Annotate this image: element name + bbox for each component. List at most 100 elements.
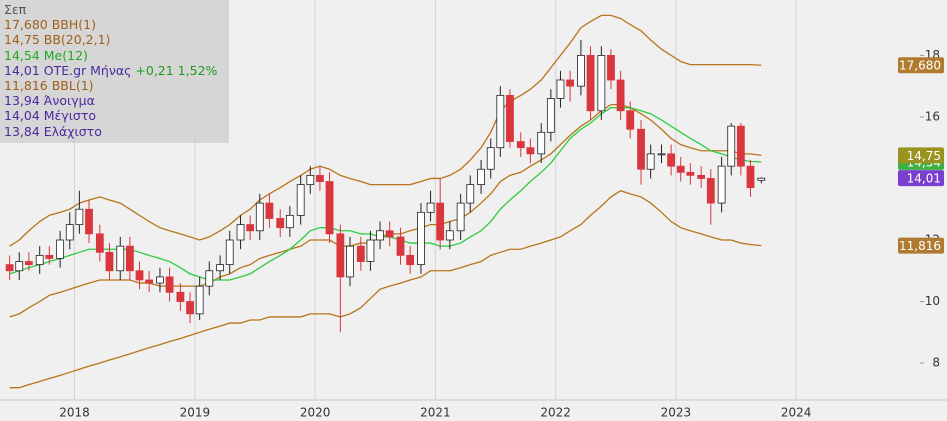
- candle-body: [356, 245, 365, 262]
- candle-body: [417, 211, 425, 266]
- candle-body: [176, 291, 185, 302]
- x-tick-label: 2018: [59, 406, 90, 420]
- candle-body: [686, 171, 695, 176]
- legend-entry: 14,54 Me(12): [4, 48, 229, 63]
- candle-body: [385, 230, 394, 238]
- candle-body: [346, 245, 354, 278]
- candle-body: [736, 125, 745, 167]
- candle-body: [276, 218, 285, 229]
- legend-text: 14,04 Μέγιστο: [4, 108, 97, 124]
- candle-body: [15, 261, 24, 272]
- price-tag-label: 17,680: [899, 59, 941, 73]
- candle-body: [56, 239, 65, 259]
- legend-entry: 14,75 BB(20,2,1): [4, 32, 229, 47]
- legend-text: 13,94 Άνοιγμα: [4, 93, 95, 109]
- candle-body: [566, 79, 574, 87]
- candle-body: [456, 202, 465, 232]
- candle-body: [496, 94, 505, 149]
- legend-text: 11,816 BBL(1): [4, 78, 94, 94]
- candle-body: [35, 254, 44, 266]
- candle-body: [657, 153, 666, 156]
- candle-body: [65, 224, 74, 241]
- x-tick-label: 2024: [781, 406, 812, 420]
- candle-body: [436, 202, 445, 241]
- legend: Σεπ 17,680 BBH(1) 14,75 BB(20,2,1) 14,54 Me…: [0, 0, 229, 143]
- legend-entry: 13,94 Άνοιγμα: [4, 93, 229, 108]
- legend-entry: 14,01 OTE.gr Μήνας +0,21 1,52%: [4, 63, 229, 78]
- price-tag: [898, 237, 944, 254]
- candle-body: [616, 79, 625, 112]
- legend-text: 14,54 Me(12): [4, 47, 88, 63]
- price-tag-label: 11,816: [899, 239, 941, 253]
- candle-body: [116, 245, 125, 272]
- candle-body: [526, 147, 535, 155]
- price-tag: [898, 170, 944, 187]
- candle-body: [486, 147, 495, 170]
- candle-body: [706, 178, 715, 204]
- indicator-line: [9, 103, 762, 318]
- candle-body: [697, 174, 706, 179]
- candle-body: [477, 168, 485, 186]
- candle-body: [336, 233, 345, 278]
- candle-body: [366, 239, 375, 262]
- legend-text: Σεπ: [4, 2, 27, 17]
- candle-body: [676, 165, 685, 173]
- candle-body: [607, 54, 615, 81]
- candle-body: [125, 245, 134, 272]
- candle-body: [85, 208, 93, 235]
- candle-body: [537, 131, 546, 155]
- candle-body: [586, 54, 595, 112]
- candle-body: [5, 264, 14, 272]
- price-tag: [898, 147, 944, 164]
- candle-body: [105, 251, 114, 272]
- candle-body: [165, 276, 174, 293]
- legend-change: +0,21 1,52%: [135, 62, 218, 78]
- x-tick-label: 2021: [420, 406, 451, 420]
- candle-body: [255, 202, 264, 232]
- indicator-line: [9, 190, 762, 389]
- candle-body: [316, 174, 324, 182]
- candle-body: [285, 214, 294, 229]
- candle-body: [195, 285, 204, 315]
- indicator-line: [9, 14, 762, 247]
- candle-body: [325, 181, 334, 235]
- candle-body: [746, 165, 755, 189]
- legend-entry: 17,680 BBH(1): [4, 17, 229, 32]
- price-tag-label: 14,01: [907, 172, 941, 186]
- legend-text: 14,75 BB(20,2,1): [4, 32, 111, 48]
- legend-text: 17,680 BBH(1): [4, 17, 96, 33]
- candle-body: [236, 224, 245, 241]
- candle-body: [156, 276, 164, 284]
- candle-body: [556, 79, 565, 99]
- legend-entry: 11,816 BBL(1): [4, 78, 229, 93]
- candle-body: [757, 177, 766, 181]
- y-tick-label: 10: [925, 294, 940, 308]
- indicator-line: [9, 107, 762, 281]
- x-tick-label: 2023: [661, 406, 692, 420]
- legend-text: 14,01 OTE.gr Μήνας: [4, 62, 132, 78]
- candle-body: [637, 128, 645, 170]
- legend-entry: 13,84 Ελάχιστο: [4, 124, 229, 139]
- x-tick-label: 2022: [540, 406, 571, 420]
- y-tick-label: 16: [925, 109, 940, 123]
- x-tick-label: 2019: [180, 406, 211, 420]
- candle-body: [95, 233, 104, 253]
- candle-body: [246, 224, 255, 232]
- candle-body: [216, 264, 224, 272]
- candle-body: [145, 279, 154, 284]
- legend-text: 13,84 Ελάχιστο: [4, 123, 102, 139]
- candle-body: [45, 254, 54, 259]
- price-tag-label: 14,75: [907, 149, 941, 163]
- candle-body: [597, 54, 606, 112]
- candle-body: [426, 202, 435, 213]
- candle-body: [186, 301, 194, 315]
- candle-body: [376, 230, 384, 241]
- candle-body: [577, 54, 585, 87]
- price-tag: [898, 57, 944, 74]
- y-tick-label: 8: [932, 356, 940, 370]
- candle-body: [667, 153, 676, 167]
- candle-body: [546, 98, 555, 133]
- legend-entry: Σεπ: [4, 2, 229, 17]
